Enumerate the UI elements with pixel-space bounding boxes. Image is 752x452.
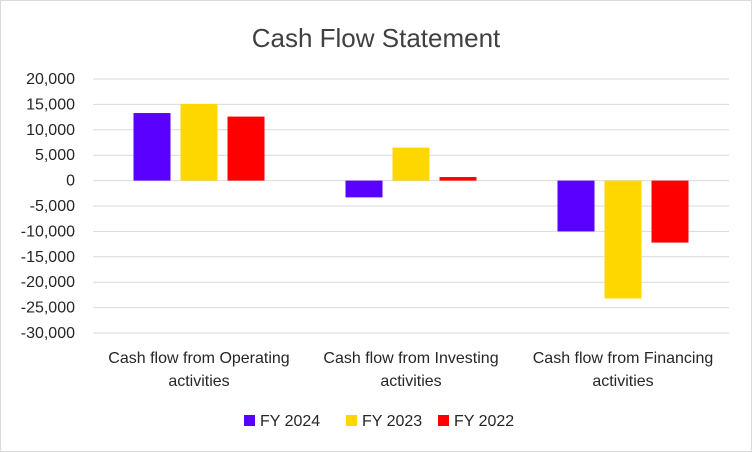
- legend-label: FY 2023: [362, 413, 422, 430]
- y-tick-label: 15,000: [26, 96, 75, 113]
- legend-swatch: [244, 415, 255, 426]
- bar-fy-2023: [604, 180, 642, 299]
- bar-fy-2024: [345, 180, 383, 198]
- legend-label: FY 2022: [454, 413, 514, 430]
- legend-label: FY 2024: [260, 413, 320, 430]
- bar-fy-2024: [133, 113, 171, 181]
- bar-fy-2022: [439, 177, 477, 181]
- category-label-line: Cash flow from Investing: [323, 350, 498, 367]
- y-tick-label: -15,000: [21, 249, 75, 266]
- bar-fy-2023: [180, 103, 218, 181]
- y-tick-label: -5,000: [30, 198, 75, 215]
- category-label-line: Cash flow from Financing: [533, 350, 714, 367]
- category-label-line: Cash flow from Operating: [108, 350, 289, 367]
- bar-fy-2022: [227, 116, 265, 181]
- y-tick-label: -10,000: [21, 223, 75, 240]
- y-tick-label: 10,000: [26, 122, 75, 139]
- y-tick-label: 20,000: [26, 71, 75, 88]
- y-axis: 20,000 15,000 10,000 5,000 0 -5,000 -10,000 -15…: [21, 71, 75, 342]
- bar-fy-2024: [557, 180, 595, 232]
- bar-fy-2022: [651, 180, 689, 243]
- category-label: Cash flow from Investing activities: [323, 350, 498, 390]
- category-label-line: activities: [380, 373, 441, 390]
- legend-swatch: [346, 415, 357, 426]
- y-tick-label: 0: [66, 173, 75, 190]
- bars: [133, 103, 689, 299]
- category-label-line: activities: [168, 373, 229, 390]
- legend: FY 2024 FY 2023 FY 2022: [244, 413, 514, 430]
- y-tick-label: 5,000: [35, 147, 75, 164]
- y-tick-label: -30,000: [21, 325, 75, 342]
- category-label-line: activities: [592, 373, 653, 390]
- category-label: Cash flow from Operating activities: [108, 350, 289, 390]
- y-tick-label: -25,000: [21, 300, 75, 317]
- bar-fy-2023: [392, 147, 430, 181]
- category-label: Cash flow from Financing activities: [533, 350, 714, 390]
- chart-title: Cash Flow Statement: [252, 23, 501, 53]
- y-tick-label: -20,000: [21, 274, 75, 291]
- legend-swatch: [438, 415, 449, 426]
